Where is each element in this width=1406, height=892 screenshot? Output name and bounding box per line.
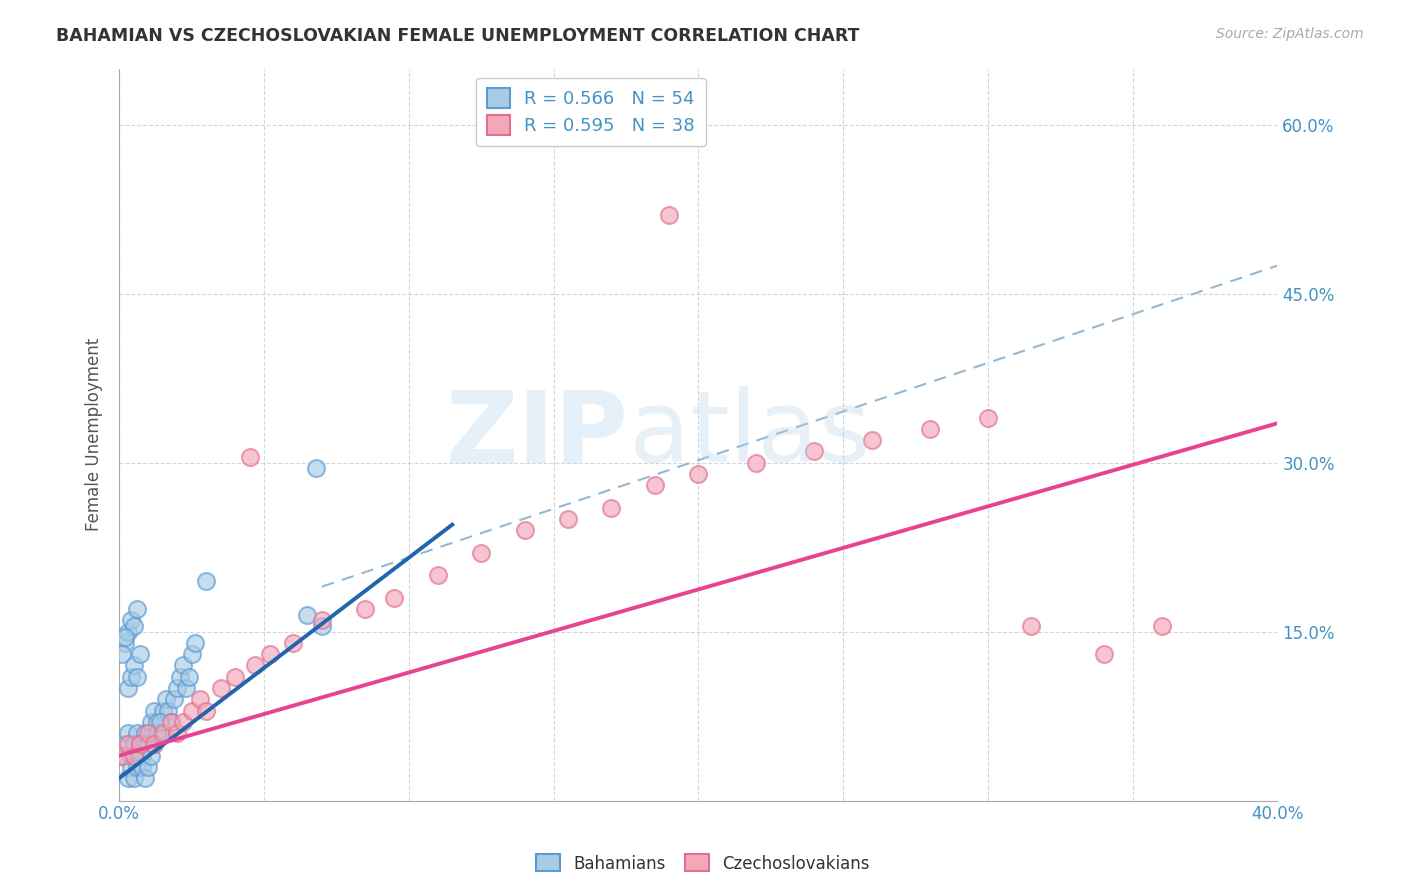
Point	[860, 433, 883, 447]
Point	[117, 726, 139, 740]
Point	[183, 636, 205, 650]
Point	[745, 456, 768, 470]
Point	[180, 647, 202, 661]
Point	[139, 714, 162, 729]
Point	[134, 726, 156, 740]
Point	[139, 748, 162, 763]
Point	[382, 591, 405, 605]
Point	[470, 546, 492, 560]
Point	[305, 461, 328, 475]
Point	[172, 714, 194, 729]
Point	[131, 748, 153, 763]
Point	[136, 737, 159, 751]
Point	[354, 602, 377, 616]
Point	[224, 670, 246, 684]
Point	[128, 748, 150, 763]
Point	[245, 658, 267, 673]
Point	[1150, 619, 1173, 633]
Point	[136, 726, 159, 740]
Point	[122, 737, 145, 751]
Point	[120, 748, 142, 763]
Point	[426, 568, 449, 582]
Point	[125, 726, 148, 740]
Point	[120, 614, 142, 628]
Text: atlas: atlas	[628, 386, 870, 483]
Point	[125, 602, 148, 616]
Point	[111, 748, 134, 763]
Point	[160, 714, 183, 729]
Point	[163, 692, 186, 706]
Point	[557, 512, 579, 526]
Point	[157, 704, 180, 718]
Legend: Bahamians, Czechoslovakians: Bahamians, Czechoslovakians	[530, 847, 876, 880]
Point	[117, 624, 139, 639]
Point	[122, 771, 145, 785]
Point	[128, 737, 150, 751]
Point	[195, 574, 218, 588]
Point	[174, 681, 197, 695]
Point	[114, 630, 136, 644]
Point	[136, 760, 159, 774]
Point	[1019, 619, 1042, 633]
Point	[149, 726, 172, 740]
Point	[513, 524, 536, 538]
Point	[117, 737, 139, 751]
Point	[120, 670, 142, 684]
Point	[146, 726, 169, 740]
Point	[188, 692, 211, 706]
Point	[155, 692, 177, 706]
Point	[195, 704, 218, 718]
Point	[114, 636, 136, 650]
Point	[160, 714, 183, 729]
Point	[122, 658, 145, 673]
Text: Source: ZipAtlas.com: Source: ZipAtlas.com	[1216, 27, 1364, 41]
Point	[122, 748, 145, 763]
Point	[977, 410, 1000, 425]
Point	[152, 704, 174, 718]
Point	[238, 450, 260, 464]
Point	[131, 760, 153, 774]
Point	[166, 681, 188, 695]
Point	[128, 737, 150, 751]
Point	[311, 619, 333, 633]
Point	[149, 714, 172, 729]
Point	[111, 748, 134, 763]
Point	[688, 467, 710, 481]
Point	[209, 681, 232, 695]
Point	[169, 670, 191, 684]
Point	[143, 737, 166, 751]
Point	[128, 647, 150, 661]
Point	[918, 422, 941, 436]
Point	[143, 704, 166, 718]
Legend: R = 0.566   N = 54, R = 0.595   N = 38: R = 0.566 N = 54, R = 0.595 N = 38	[475, 78, 706, 146]
Point	[658, 208, 681, 222]
Point	[259, 647, 281, 661]
Point	[117, 771, 139, 785]
Y-axis label: Female Unemployment: Female Unemployment	[86, 338, 103, 532]
Point	[177, 670, 200, 684]
Point	[125, 760, 148, 774]
Point	[311, 614, 333, 628]
Point	[600, 500, 623, 515]
Point	[122, 619, 145, 633]
Point	[125, 670, 148, 684]
Point	[114, 737, 136, 751]
Point	[143, 737, 166, 751]
Point	[152, 726, 174, 740]
Point	[117, 681, 139, 695]
Point	[120, 760, 142, 774]
Point	[146, 714, 169, 729]
Point	[1092, 647, 1115, 661]
Point	[134, 771, 156, 785]
Point	[803, 444, 825, 458]
Point	[172, 658, 194, 673]
Point	[281, 636, 304, 650]
Point	[111, 647, 134, 661]
Point	[297, 607, 319, 622]
Point	[180, 704, 202, 718]
Text: BAHAMIAN VS CZECHOSLOVAKIAN FEMALE UNEMPLOYMENT CORRELATION CHART: BAHAMIAN VS CZECHOSLOVAKIAN FEMALE UNEMP…	[56, 27, 859, 45]
Text: ZIP: ZIP	[446, 386, 628, 483]
Point	[166, 726, 188, 740]
Point	[644, 478, 666, 492]
